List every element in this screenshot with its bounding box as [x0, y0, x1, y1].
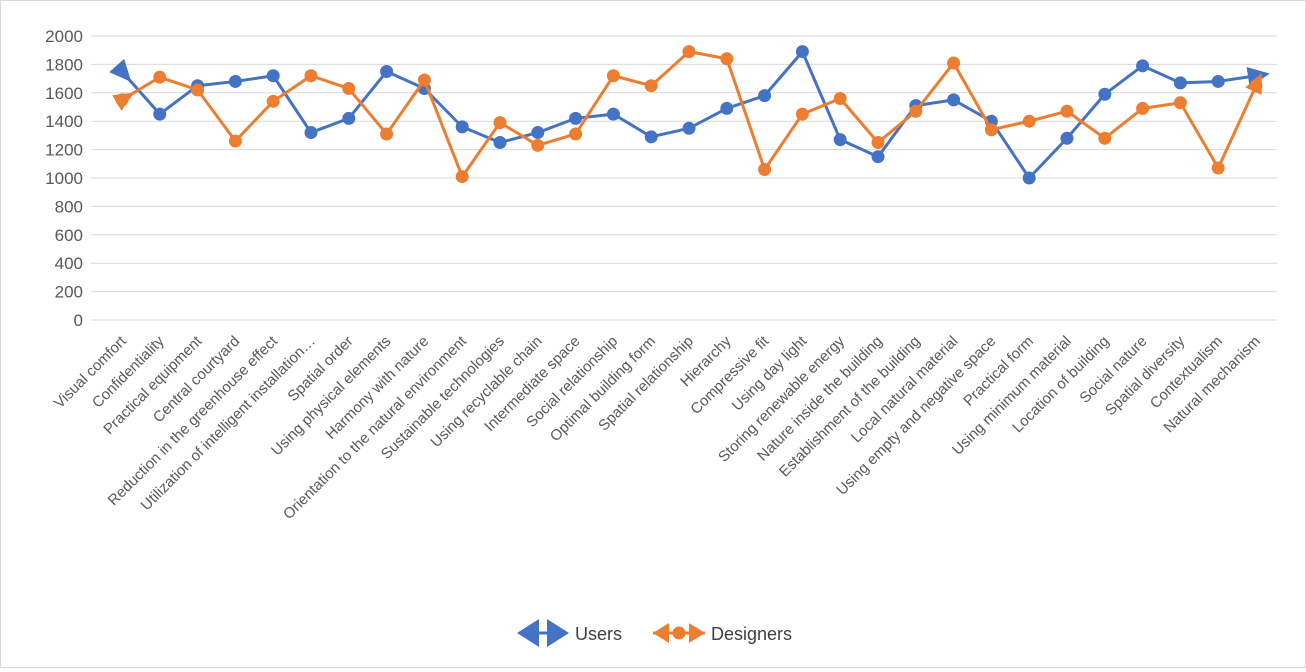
legend-marker	[547, 619, 569, 647]
data-point	[153, 70, 167, 84]
series-layer	[109, 45, 1270, 185]
data-point	[871, 136, 885, 149]
users-line	[120, 50, 1257, 180]
data-point-arrow	[112, 92, 134, 111]
data-point	[569, 127, 583, 141]
data-point	[1173, 96, 1187, 110]
data-point	[1211, 74, 1225, 88]
data-point	[569, 111, 583, 125]
data-point	[1060, 131, 1074, 145]
y-tick-label: 1600	[45, 84, 83, 103]
data-point	[228, 134, 242, 148]
data-point	[833, 133, 847, 147]
legend-marker	[517, 619, 539, 647]
data-point	[682, 121, 696, 135]
data-point	[871, 150, 885, 164]
data-point	[1098, 87, 1112, 101]
y-tick-label: 400	[55, 254, 83, 273]
data-point	[304, 69, 318, 83]
y-tick-label: 1400	[45, 112, 83, 131]
data-point	[342, 82, 356, 96]
legend-marker	[672, 626, 686, 640]
data-point	[795, 107, 809, 121]
legend-item-designers: Designers	[653, 623, 792, 644]
data-point	[380, 127, 394, 141]
legend-marker	[653, 623, 669, 643]
data-point	[493, 136, 507, 149]
data-point	[228, 74, 242, 88]
data-point	[758, 89, 772, 103]
data-point	[531, 138, 545, 152]
data-point	[304, 126, 318, 140]
data-point	[833, 91, 847, 105]
data-point	[644, 79, 658, 93]
y-tick-label: 1000	[45, 169, 83, 188]
data-point	[1136, 59, 1150, 73]
data-point	[1022, 114, 1036, 128]
data-point-arrow	[1245, 72, 1262, 95]
data-point	[984, 123, 998, 137]
data-point	[720, 101, 734, 115]
data-point	[1022, 171, 1036, 185]
legend-item-users: Users	[517, 619, 622, 647]
y-axis-ticks: 0 200 400 600 800 1000 1200 1400 1600 1800 2000	[45, 27, 83, 330]
data-point	[644, 130, 658, 144]
legend-label: Users	[575, 624, 622, 644]
data-point	[266, 69, 280, 83]
data-point	[455, 120, 469, 134]
legend-label: Designers	[711, 624, 792, 644]
data-point	[1211, 161, 1225, 175]
data-point	[493, 116, 507, 130]
legend: Users Designers	[517, 619, 792, 647]
y-tick-label: 600	[55, 226, 83, 245]
data-point	[606, 69, 620, 83]
data-point	[758, 162, 772, 176]
data-point	[153, 107, 167, 121]
data-point	[606, 107, 620, 121]
data-point	[455, 170, 469, 184]
data-point	[531, 126, 545, 140]
data-point	[909, 104, 923, 118]
y-tick-label: 2000	[45, 27, 83, 46]
data-point	[109, 58, 132, 82]
y-tick-label: 200	[55, 283, 83, 302]
data-point	[1060, 104, 1074, 118]
data-point	[417, 73, 431, 87]
data-point	[947, 56, 961, 70]
data-point	[191, 83, 205, 97]
data-point	[720, 52, 734, 66]
data-point	[266, 94, 280, 108]
data-point	[1173, 76, 1187, 90]
gridlines	[91, 35, 1277, 321]
data-point	[795, 45, 809, 59]
y-tick-label: 0	[74, 311, 83, 330]
data-point	[342, 111, 356, 125]
data-point	[1136, 101, 1150, 115]
y-tick-label: 1800	[45, 55, 83, 74]
data-point	[1098, 131, 1112, 145]
data-point	[380, 65, 394, 78]
data-point	[947, 93, 961, 107]
legend-marker	[689, 623, 705, 643]
data-point	[682, 45, 696, 59]
y-tick-label: 800	[55, 197, 83, 216]
y-tick-label: 1200	[45, 141, 83, 160]
